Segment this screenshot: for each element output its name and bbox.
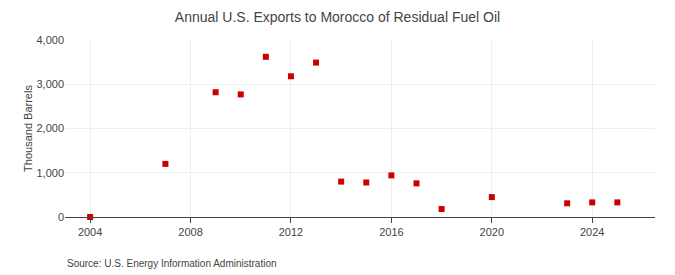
svg-text:0: 0	[58, 211, 64, 223]
svg-text:2004: 2004	[78, 226, 102, 238]
svg-text:2024: 2024	[580, 226, 604, 238]
svg-text:2012: 2012	[279, 226, 303, 238]
svg-text:4,000: 4,000	[36, 34, 64, 46]
svg-text:Annual U.S. Exports to Morocco: Annual U.S. Exports to Morocco of Residu…	[175, 9, 500, 25]
svg-text:2020: 2020	[480, 226, 504, 238]
svg-text:2,000: 2,000	[36, 122, 64, 134]
svg-text:1,000: 1,000	[36, 167, 64, 179]
svg-text:Source: U.S. Energy Informatio: Source: U.S. Energy Information Administ…	[67, 258, 277, 269]
svg-text:2016: 2016	[379, 226, 403, 238]
svg-text:Thousand Barrels: Thousand Barrels	[22, 85, 34, 172]
svg-text:3,000: 3,000	[36, 78, 64, 90]
svg-text:2008: 2008	[178, 226, 202, 238]
